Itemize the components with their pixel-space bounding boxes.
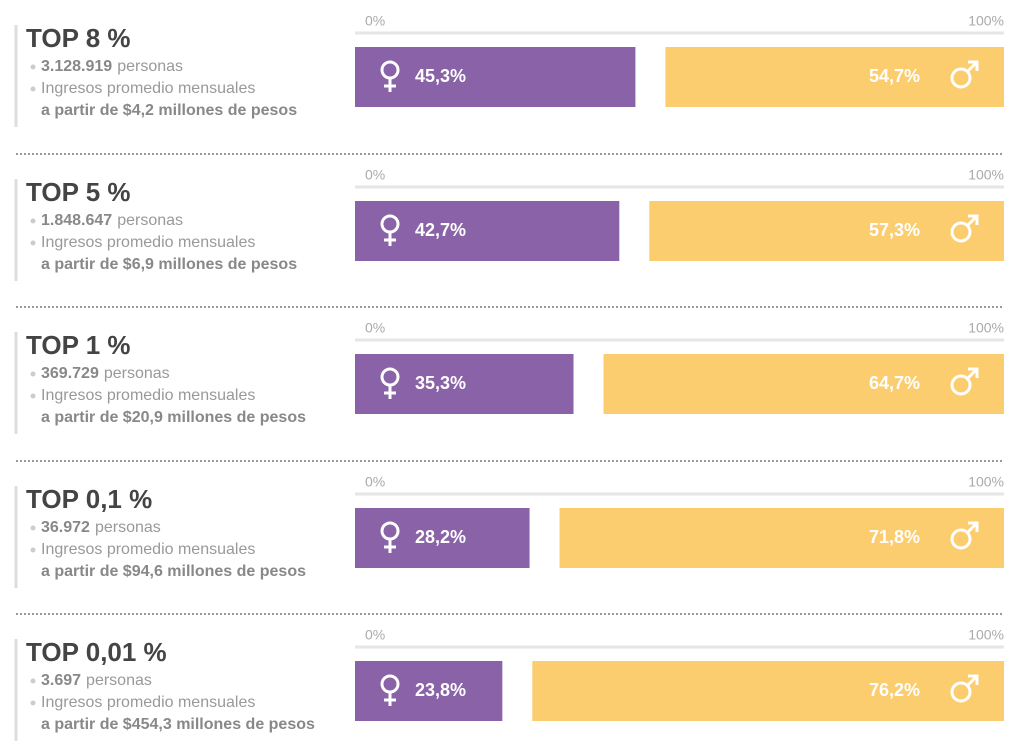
- x-tick-label: 0%: [365, 474, 385, 490]
- icon-arrow: [965, 521, 979, 535]
- icon-arrow: [965, 367, 979, 381]
- bullet: [30, 86, 36, 92]
- income-label: Ingresos promedio mensuales: [41, 541, 255, 558]
- female-value-label: 42,7%: [415, 220, 466, 240]
- female-icon: [380, 214, 400, 246]
- icon-arrow-head: [968, 367, 979, 378]
- row: TOP 5 % 1.848.647 personas Ingresos promedi…: [14, 153, 1004, 281]
- income-label: Ingresos promedio mensuales: [41, 234, 255, 251]
- female-icon: [380, 674, 400, 706]
- income-label: Ingresos promedio mensuales: [41, 694, 255, 711]
- male-bar: [665, 47, 1004, 107]
- row-title: TOP 5 %: [26, 177, 131, 207]
- icon-arrow: [965, 60, 979, 74]
- bullet: [30, 371, 36, 377]
- icon-arrow-head: [968, 521, 979, 532]
- people-line: 36.972 personas: [41, 519, 161, 536]
- female-value-label: 28,2%: [415, 527, 466, 547]
- bullet: [30, 678, 36, 684]
- male-value-label: 71,8%: [869, 527, 920, 547]
- male-icon: [950, 214, 979, 243]
- icon-circle: [950, 681, 972, 703]
- icon-arrow-head: [968, 214, 979, 225]
- female-icon: [380, 367, 400, 399]
- icon-arrow-head: [968, 674, 979, 685]
- row: TOP 8 % 3.128.919 personas Ingresos promedi…: [14, 13, 1004, 127]
- bullet: [30, 525, 36, 531]
- bullet: [30, 547, 36, 553]
- male-value-label: 57,3%: [869, 220, 920, 240]
- female-bar: [355, 661, 503, 721]
- icon-arrow: [965, 674, 979, 688]
- income-value: a partir de $94,6 millones de pesos: [41, 563, 306, 580]
- icon-circle: [950, 221, 972, 243]
- male-bar: [649, 201, 1004, 261]
- bullet: [30, 218, 36, 224]
- male-value-label: 54,7%: [869, 66, 920, 86]
- row: TOP 0,01 % 3.697 personas Ingresos promedio…: [14, 613, 1004, 741]
- male-value-label: 64,7%: [869, 373, 920, 393]
- x-tick-label: 0%: [365, 13, 385, 29]
- bullet: [30, 64, 36, 70]
- people-line: 1.848.647 personas: [41, 212, 183, 229]
- people-unit: personas: [86, 672, 152, 689]
- people-unit: personas: [117, 58, 183, 75]
- male-value-label: 76,2%: [869, 680, 920, 700]
- female-icon: [380, 60, 400, 92]
- row-title: TOP 0,01 %: [26, 637, 167, 667]
- male-bar: [603, 354, 1004, 414]
- female-bar: [355, 47, 636, 107]
- row-title: TOP 1 %: [26, 330, 131, 360]
- people-count: 36.972: [41, 519, 90, 536]
- female-icon: [380, 521, 400, 553]
- people-count: 3.128.919: [41, 58, 112, 75]
- x-tick-label: 100%: [968, 474, 1004, 490]
- income-label: Ingresos promedio mensuales: [41, 387, 255, 404]
- x-tick-label: 0%: [365, 167, 385, 183]
- x-tick-label: 100%: [968, 320, 1004, 336]
- female-value-label: 35,3%: [415, 373, 466, 393]
- people-count: 1.848.647: [41, 212, 112, 229]
- people-line: 3.697 personas: [41, 672, 152, 689]
- row-title: TOP 0,1 %: [26, 484, 152, 514]
- people-unit: personas: [104, 365, 170, 382]
- female-bar: [355, 201, 620, 261]
- row: TOP 0,1 % 36.972 personas Ingresos promedio…: [14, 460, 1004, 588]
- bullet: [30, 700, 36, 706]
- male-icon: [950, 674, 979, 703]
- x-tick-label: 0%: [365, 627, 385, 643]
- income-value: a partir de $454,3 millones de pesos: [41, 716, 315, 733]
- x-tick-label: 0%: [365, 320, 385, 336]
- icon-circle: [950, 528, 972, 550]
- people-unit: personas: [95, 519, 161, 536]
- bullet: [30, 393, 36, 399]
- male-icon: [950, 60, 979, 89]
- x-tick-label: 100%: [968, 627, 1004, 643]
- male-icon: [950, 367, 979, 396]
- male-bar: [559, 508, 1004, 568]
- row-title: TOP 8 %: [26, 23, 131, 53]
- people-count: 3.697: [41, 672, 81, 689]
- income-value: a partir de $20,9 millones de pesos: [41, 409, 306, 426]
- icon-arrow-head: [968, 60, 979, 71]
- x-tick-label: 100%: [968, 167, 1004, 183]
- bullet: [30, 240, 36, 246]
- income-value: a partir de $6,9 millones de pesos: [41, 256, 297, 273]
- female-value-label: 45,3%: [415, 66, 466, 86]
- x-tick-label: 100%: [968, 13, 1004, 29]
- row: TOP 1 % 369.729 personas Ingresos promedio …: [14, 306, 1004, 434]
- male-icon: [950, 521, 979, 550]
- male-bar: [532, 661, 1004, 721]
- icon-arrow: [965, 214, 979, 228]
- income-value: a partir de $4,2 millones de pesos: [41, 102, 297, 119]
- female-value-label: 23,8%: [415, 680, 466, 700]
- people-line: 369.729 personas: [41, 365, 170, 382]
- icon-circle: [950, 374, 972, 396]
- people-unit: personas: [117, 212, 183, 229]
- income-label: Ingresos promedio mensuales: [41, 80, 255, 97]
- people-count: 369.729: [41, 365, 99, 382]
- people-line: 3.128.919 personas: [41, 58, 183, 75]
- icon-circle: [950, 67, 972, 89]
